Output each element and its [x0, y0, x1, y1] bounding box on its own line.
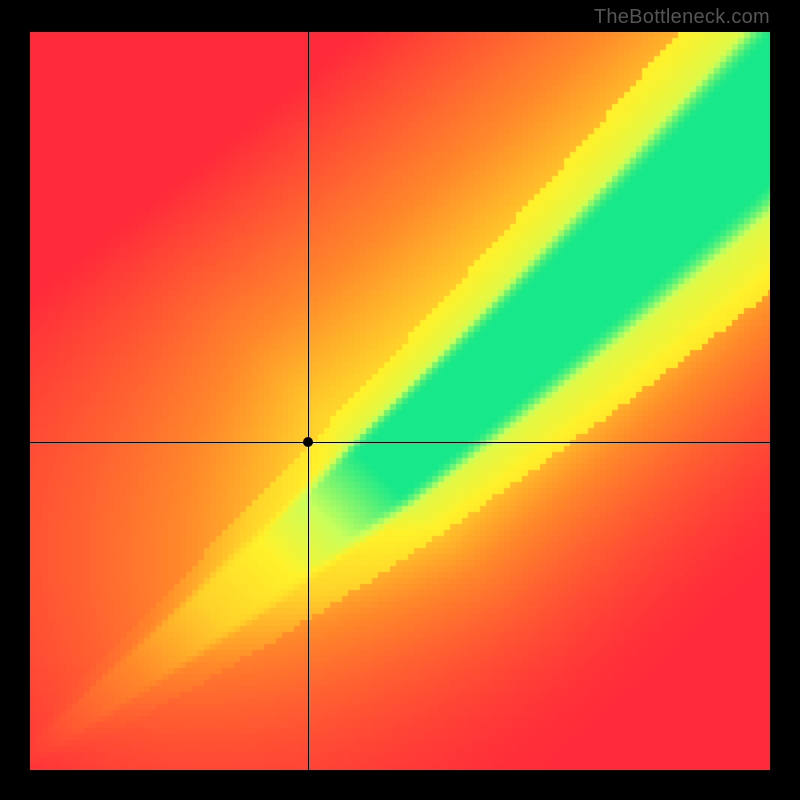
crosshair-vertical: [308, 32, 309, 770]
chart-container: TheBottleneck.com: [0, 0, 800, 800]
crosshair-marker: [303, 437, 313, 447]
plot-area: [30, 32, 770, 770]
watermark-text: TheBottleneck.com: [594, 6, 770, 29]
heatmap-canvas: [30, 32, 770, 770]
crosshair-horizontal: [30, 442, 770, 443]
